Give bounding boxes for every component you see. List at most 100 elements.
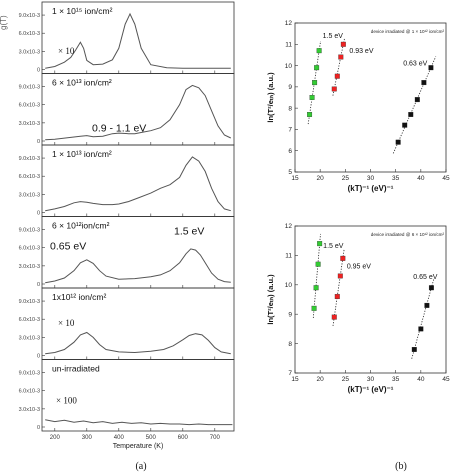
data-point (334, 73, 340, 79)
data-point (317, 241, 323, 247)
x-tick-label: 30 (367, 175, 375, 182)
data-point (340, 255, 346, 261)
panel-b-top: 15 20 25 30 35 40 45 5 6 7 8 9 10 11 12 (kT)⁻¹ (eV)⁻¹ ln… (266, 20, 450, 193)
data-point (312, 80, 318, 86)
fit-line (307, 41, 321, 125)
y-tick-label: 0 (37, 68, 40, 74)
y-tick-label: 3.0x10-3 (19, 335, 40, 341)
subplot-label: 6 × 10¹³ ion/cm² (52, 78, 112, 88)
y-tick-label: 9 (288, 311, 292, 318)
left-ylabel-fragment: g(T) (0, 15, 8, 30)
fit-line (312, 233, 321, 319)
annotation: 0.65 eV (50, 241, 86, 253)
series-1: 1.5 eV (307, 33, 344, 125)
y-tick-label: 6.0x10-3 (19, 389, 40, 395)
x-tick-label: 15 (291, 175, 299, 182)
x-tick-label: 45 (442, 175, 450, 182)
y-axis-label: ln(T²/eₜₕ) (a.u.) (266, 72, 275, 123)
x-tick-label: 400 (114, 435, 125, 441)
x-tick-label: 40 (417, 175, 425, 182)
y-tick-label: 6.0x10-3 (19, 103, 40, 109)
subplot-label: 1 × 10¹³ ion/cm² (52, 149, 112, 159)
data-point (337, 273, 343, 279)
annotation: × 10 (58, 318, 75, 328)
y-tick-label: 8 (288, 341, 292, 348)
subplot-2: 0 3.0x10-3 6.0x10-3 9.0x10-3 6 × 10¹³ ion/cm… (19, 73, 235, 146)
y-tick-label: 6.0x10-3 (19, 317, 40, 323)
x-tick-label: 20 (317, 175, 325, 182)
series-2: 0.93 eV (331, 37, 374, 96)
subplot-6: 0 3.0x10-3 6.0x10-3 9.0x10-3 un-irradiated × … (19, 359, 235, 450)
subplot-label: 1 × 10¹⁵ ion/cm² (52, 6, 113, 16)
x-tick-label: 500 (146, 435, 157, 441)
annotation: 1.5 eV (174, 226, 204, 238)
x-tick-label: 30 (367, 376, 375, 383)
data-point (316, 48, 322, 54)
y-tick-label: 10 (285, 63, 293, 70)
annotation: × 10 (58, 46, 75, 56)
data-point (309, 95, 315, 100)
x-tick-label: 700 (210, 435, 221, 441)
panel-label-a: (a) (135, 461, 146, 472)
series-1: 1.5 eV (311, 233, 344, 319)
y-tick-label: 0 (37, 354, 40, 360)
y-tick-label: 7 (288, 127, 292, 134)
x-tick-label: 45 (442, 376, 450, 383)
annotation: × 100 (56, 396, 77, 406)
y-axis-label: ln(T²/eₜₕ) (a.u.) (266, 274, 275, 325)
series-label: 0.93 eV (349, 48, 373, 55)
data-point (424, 302, 430, 308)
panel-a-stack: 0 3.0x10-3 6.0x10-3 9.0x10-3 1 × 10¹⁵ ion/cm… (19, 1, 235, 450)
subplot-frame (41, 359, 235, 432)
data-point (311, 305, 317, 311)
fit-line (332, 249, 345, 327)
plot-annotation: device irradiated @ 6 × 10¹² ion/cm² (371, 232, 445, 237)
series-label: 1.5 eV (323, 33, 344, 40)
data-point (408, 112, 414, 117)
data-point (414, 97, 420, 103)
data-point (331, 314, 337, 320)
y-tick-label: 6.0x10-3 (19, 174, 40, 180)
y-tick-label: 3.0x10-3 (19, 49, 40, 55)
annotation: 0.9 - 1.1 eV (92, 123, 146, 135)
series-3: 0.63 eV (392, 56, 437, 154)
y-tick-label: 3.0x10-3 (19, 192, 40, 198)
data-point (395, 139, 401, 145)
y-tick-label: 0 (37, 139, 40, 145)
x-tick-label: 25 (342, 376, 350, 383)
series-line (45, 156, 231, 212)
y-tick-label: 0 (37, 211, 40, 217)
data-point (334, 294, 340, 300)
data-point (313, 285, 319, 291)
x-axis-label: Temperature (K) (113, 443, 164, 450)
data-point (421, 80, 427, 86)
x-tick-label: 40 (417, 376, 425, 383)
subplot-label: 1x10¹² ion/cm² (52, 292, 106, 302)
series-line (45, 248, 231, 284)
y-tick-label: 5 (288, 169, 292, 176)
data-point (402, 122, 408, 128)
fit-line (332, 37, 346, 96)
y-tick-label: 9.0x10-3 (19, 85, 40, 91)
y-tick-label: 12 (285, 20, 293, 27)
x-tick-label: 25 (342, 175, 350, 182)
series-2: 0.95 eV (331, 249, 371, 327)
data-point (428, 65, 434, 71)
data-point (418, 326, 424, 332)
y-tick-label: 3.0x10-3 (19, 407, 40, 413)
y-tick-label: 9.0x10-3 (19, 228, 40, 234)
y-tick-label: 10 (285, 282, 293, 289)
y-tick-label: 0 (37, 282, 40, 288)
y-tick-label: 11 (285, 253, 292, 260)
x-tick-label: 600 (178, 435, 189, 441)
data-point (340, 41, 346, 47)
y-tick-label: 9.0x10-3 (19, 156, 40, 162)
series-label: 1.5 eV (323, 243, 344, 250)
x-tick-label: 15 (291, 376, 299, 383)
y-tick-label: 9.0x10-3 (19, 13, 40, 19)
series-line (45, 84, 232, 141)
series-3: 0.65 eV (411, 274, 438, 359)
x-tick-label: 300 (82, 435, 93, 441)
y-tick-label: 9.0x10-3 (19, 299, 40, 305)
data-point (307, 112, 313, 117)
